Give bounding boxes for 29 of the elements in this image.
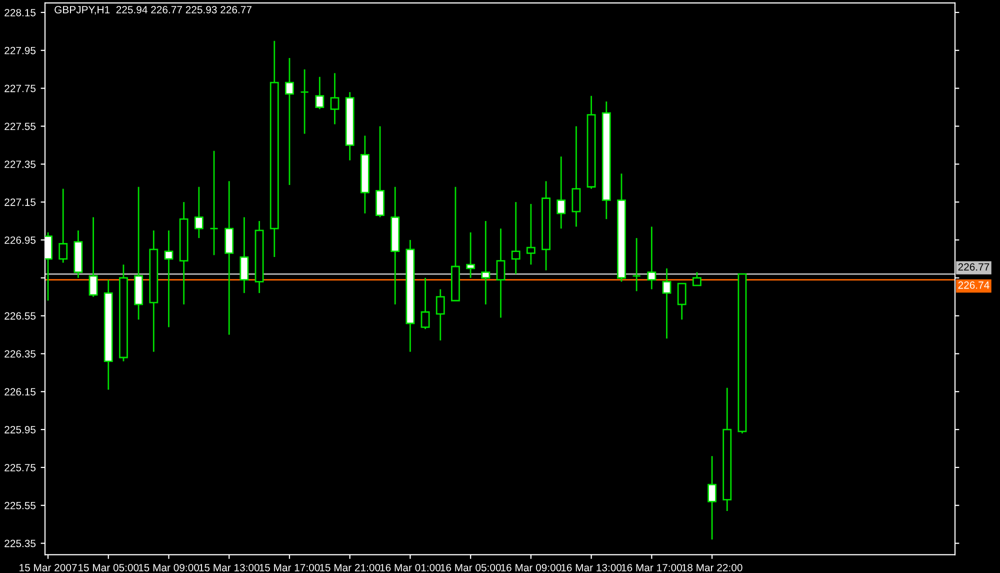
y-tick-label: 227.15 — [4, 198, 36, 206]
y-tick-label: 226.35 — [4, 350, 36, 358]
x-tick-label: 16 Mar 13:00 — [561, 564, 622, 572]
x-tick-label: 15 Mar 21:00 — [320, 564, 380, 572]
x-tick-label: 15 Mar 13:00 — [199, 564, 260, 572]
ref-line-label: 226.74 — [958, 281, 990, 289]
y-tick-label: 227.35 — [4, 160, 36, 168]
y-tick-label: 225.75 — [4, 464, 36, 472]
x-tick-label: 16 Mar 17:00 — [622, 564, 682, 572]
y-tick-label: 227.95 — [4, 46, 36, 54]
y-tick-label: 227.75 — [4, 84, 36, 92]
y-tick-label: 227.55 — [4, 122, 36, 130]
x-tick-label: 16 Mar 09:00 — [501, 564, 562, 572]
y-tick-label: 226.15 — [4, 388, 36, 396]
x-tick-label: 15 Mar 17:00 — [260, 564, 320, 572]
y-tick-label: 225.35 — [4, 540, 36, 548]
y-tick-label: 226.95 — [4, 236, 36, 244]
x-tick-label: 15 Mar 2007 — [20, 564, 77, 572]
x-tick-label: 16 Mar 05:00 — [440, 564, 501, 572]
ref-line-label: 226.77 — [958, 263, 990, 271]
x-tick-label: 16 Mar 01:00 — [380, 564, 440, 572]
y-tick-label: 225.55 — [4, 502, 36, 510]
y-tick-label: 228.15 — [4, 8, 36, 16]
x-tick-label: 15 Mar 09:00 — [138, 564, 200, 572]
y-tick-label: 225.95 — [4, 426, 36, 434]
y-tick-label: 226.55 — [4, 312, 36, 320]
x-tick-label: 18 Mar 22:00 — [682, 564, 742, 572]
chart-title: GBPJPY,H1 225.94 226.77 225.93 226.77 — [54, 6, 252, 15]
x-tick-label: 15 Mar 05:00 — [78, 564, 139, 572]
